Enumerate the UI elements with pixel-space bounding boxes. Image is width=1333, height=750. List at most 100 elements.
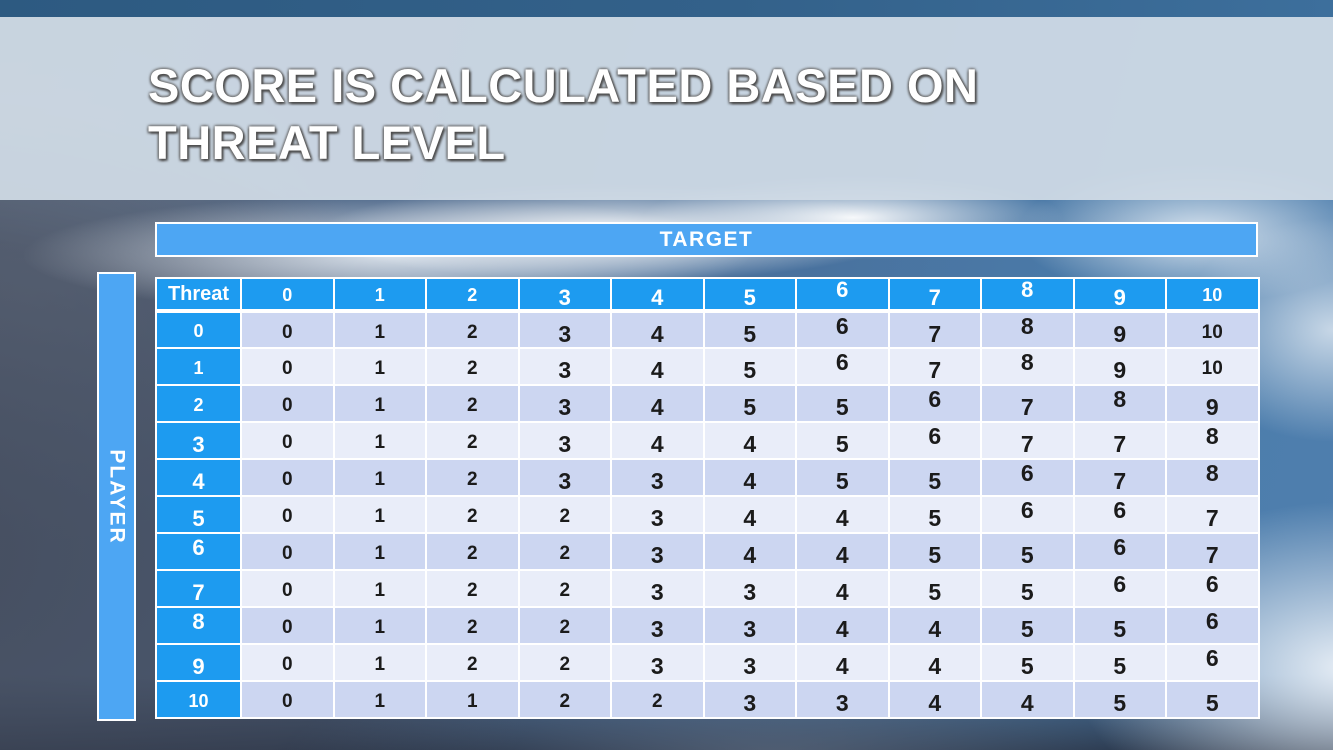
target-threat-col-header: 7 (887, 277, 982, 313)
score-cell: 4 (702, 421, 797, 460)
score-cell: 0 (240, 458, 335, 497)
score-cell: 1 (332, 458, 427, 497)
cell-value: 4 (928, 616, 942, 642)
cell-value: 3 (650, 653, 664, 679)
score-cell: 1 (332, 606, 427, 645)
target-threat-col-header: 3 (517, 277, 612, 313)
cell-value: 6 (1205, 608, 1219, 634)
matrix-body: 0 0 1 2 3 4 5 6 7 8 9 10 1 0 1 2 3 4 5 6 7 8 9 10 2 0 1 2 3 4 5 5 6 7 8 9 3 0… (155, 310, 1260, 719)
score-cell: 6 (795, 347, 890, 386)
cell-value: 6 (1113, 534, 1127, 560)
cell-value: 0 (281, 580, 293, 601)
cell-value: 2 (466, 432, 478, 453)
score-cell: 4 (980, 680, 1075, 719)
score-cell: 0 (240, 569, 335, 608)
cell-value: 5 (743, 320, 757, 347)
cell-value: 7 (1113, 468, 1127, 494)
score-cell: 4 (610, 421, 705, 460)
cell-value: 0 (281, 321, 293, 343)
score-cell: 1 (332, 347, 427, 386)
cell-value: 0 (281, 691, 293, 712)
cell-value: 9 (1113, 357, 1127, 383)
cell-value: 4 (651, 285, 664, 310)
player-threat-row-header: 1 (155, 347, 242, 386)
score-cell: 10 (1165, 310, 1260, 349)
cell-value: 6 (1020, 460, 1034, 486)
score-cell: 7 (980, 421, 1075, 460)
score-cell: 7 (1072, 421, 1167, 460)
cell-value: 0 (281, 432, 293, 453)
player-threat-row-header: 2 (155, 384, 242, 423)
cell-value: 6 (1205, 571, 1219, 597)
cell-value: 3 (835, 690, 849, 716)
cell-value: 6 (1113, 497, 1127, 523)
score-cell: 3 (517, 347, 612, 386)
cell-value: 3 (650, 616, 664, 642)
score-cell: 2 (425, 606, 520, 645)
matrix-row: 0 0 1 2 3 4 5 6 7 8 9 10 (155, 310, 1260, 349)
cell-value: 5 (928, 542, 942, 568)
score-cell: 3 (702, 606, 797, 645)
cell-value: 9 (192, 653, 205, 679)
score-cell: 2 (425, 458, 520, 497)
player-threat-row-header: 9 (155, 643, 242, 682)
score-cell: 1 (332, 569, 427, 608)
cell-value: 0 (282, 285, 293, 305)
cell-value: 5 (1205, 690, 1219, 716)
score-cell: 10 (1165, 347, 1260, 386)
score-cell: 6 (1072, 532, 1167, 571)
score-cell: 3 (610, 458, 705, 497)
score-cell: 6 (1165, 643, 1260, 682)
score-cell: 8 (980, 347, 1075, 386)
cell-value: 1 (374, 432, 386, 453)
score-cell: 0 (240, 421, 335, 460)
cell-value: 4 (835, 653, 849, 679)
cell-value: 6 (835, 312, 849, 339)
cell-value: 1 (374, 580, 386, 601)
matrix-row: 8 0 1 2 2 3 3 4 4 5 5 6 (155, 606, 1260, 645)
slide-title-line1: SCORE IS CALCULATED BASED ON (148, 59, 979, 112)
score-cell: 5 (1072, 680, 1167, 719)
cell-value: 8 (1020, 312, 1034, 339)
score-cell: 3 (517, 384, 612, 423)
score-cell: 4 (887, 680, 982, 719)
cell-value: 7 (1020, 394, 1034, 420)
cell-value: 1 (374, 506, 386, 527)
cell-value: 0 (281, 543, 293, 564)
cell-value: 0 (281, 617, 293, 638)
cell-value: 4 (928, 653, 942, 679)
cell-value: 10 (1202, 285, 1223, 305)
target-threat-col-header: 9 (1072, 277, 1167, 313)
cell-value: 4 (835, 542, 849, 568)
cell-value: 4 (743, 542, 757, 568)
score-cell: 3 (517, 458, 612, 497)
score-cell: 6 (887, 384, 982, 423)
score-cell: 3 (610, 495, 705, 534)
score-cell: 4 (887, 606, 982, 645)
cell-value: 4 (1020, 690, 1034, 716)
score-cell: 7 (1165, 532, 1260, 571)
matrix-row: 1 0 1 2 3 4 5 6 7 8 9 10 (155, 347, 1260, 386)
player-threat-row-header: 0 (155, 310, 242, 349)
cell-value: 2 (466, 543, 478, 564)
score-matrix-table: Threat 0 1 2 3 4 5 6 7 8 9 10 0 0 1 2 3 4 5 6 7 8 9 10 1 0 1 2 3 4 5 6… (155, 277, 1260, 719)
cell-value: 2 (467, 285, 478, 305)
score-cell: 8 (980, 310, 1075, 349)
score-cell: 2 (425, 347, 520, 386)
cell-value: 7 (1020, 431, 1034, 457)
cell-value: 3 (650, 579, 664, 605)
target-header-band: TARGET (155, 222, 1258, 257)
matrix-head: Threat 0 1 2 3 4 5 6 7 8 9 10 (155, 277, 1260, 313)
cell-value: 1 (466, 691, 478, 712)
cell-value: 10 (1201, 321, 1223, 343)
score-cell: 6 (1072, 569, 1167, 608)
score-cell: 5 (887, 569, 982, 608)
score-cell: 9 (1072, 347, 1167, 386)
player-threat-row-header: 6 (155, 532, 242, 571)
cell-value: 3 (558, 431, 572, 457)
cell-value: 6 (835, 349, 849, 375)
target-threat-col-header: 5 (702, 277, 797, 313)
cell-value: 2 (559, 617, 571, 638)
score-cell: 2 (517, 643, 612, 682)
